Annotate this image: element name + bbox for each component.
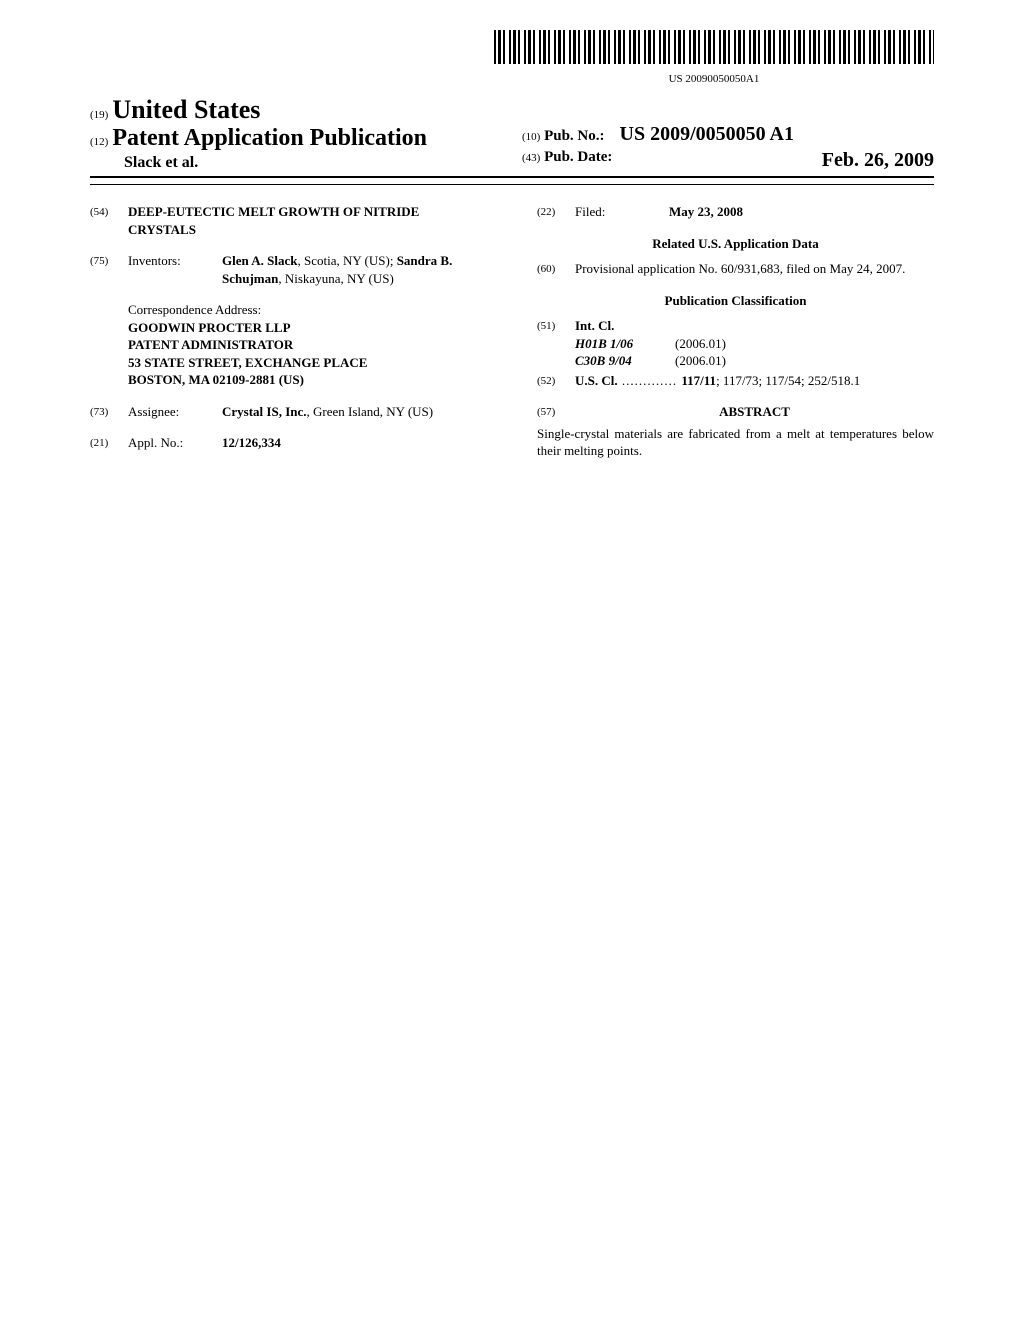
pubtype-line: (12) Patent Application Publication [90,125,502,152]
us-cl-main: 117/11 [681,373,716,388]
field-filed: (22) Filed: May 23, 2008 [537,203,934,221]
code-75: (75) [90,252,128,287]
field-title: (54) DEEP-EUTECTIC MELT GROWTH OF NITRID… [90,203,487,238]
appl-no-label: Appl. No.: [128,434,222,452]
code-21: (21) [90,434,128,452]
inventor-2-rest: , Niskayuna, NY (US) [278,271,393,286]
country-line: (19) United States [90,95,502,125]
int-cl-block: Int. Cl. H01B 1/06 (2006.01) C30B 9/04 (… [575,317,934,370]
int-cl-2-code: C30B 9/04 [575,352,675,370]
pub-date-label: Pub. Date: [544,149,612,165]
invention-title: DEEP-EUTECTIC MELT GROWTH OF NITRIDE CRY… [128,203,487,238]
us-cl-value: U.S. Cl. ............. 117/11; 117/73; 1… [575,372,934,390]
code-12: (12) [90,136,108,148]
correspondence-line-3: 53 STATE STREET, EXCHANGE PLACE [128,354,487,372]
publication-type: Patent Application Publication [112,125,427,151]
correspondence-line-2: PATENT ADMINISTRATOR [128,336,487,354]
country: United States [112,95,260,124]
int-cl-1-code: H01B 1/06 [575,335,675,353]
patent-cover-page: US 20090050050A1 (19) United States (12)… [0,0,1024,496]
field-appl-no: (21) Appl. No.: 12/126,334 [90,434,487,452]
correspondence-block: Correspondence Address: GOODWIN PROCTER … [128,301,487,389]
code-54: (54) [90,203,128,238]
code-22: (22) [537,203,575,221]
field-us-cl: (52) U.S. Cl. ............. 117/11; 117/… [537,372,934,390]
authors: Slack et al. [90,154,502,172]
assignee-name: Crystal IS, Inc. [222,404,307,419]
field-provisional: (60) Provisional application No. 60/931,… [537,260,934,278]
filed-label: Filed: [575,203,669,221]
filed-date: May 23, 2008 [669,203,934,221]
classification-heading: Publication Classification [537,292,934,310]
header-right: (10) Pub. No.: US 2009/0050050 A1 (43) P… [502,123,934,172]
body-columns: (54) DEEP-EUTECTIC MELT GROWTH OF NITRID… [90,203,934,466]
header: (19) United States (12) Patent Applicati… [90,95,934,178]
code-52: (52) [537,372,575,390]
int-cl-1-ver: (2006.01) [675,335,726,353]
abstract-label: ABSTRACT [575,403,934,421]
int-cl-row-2: C30B 9/04 (2006.01) [575,352,934,370]
pub-date: Feb. 26, 2009 [822,149,934,172]
us-cl-label: U.S. Cl. [575,373,618,388]
pub-date-line: (43) Pub. Date: Feb. 26, 2009 [522,149,934,166]
field-int-cl: (51) Int. Cl. H01B 1/06 (2006.01) C30B 9… [537,317,934,370]
inventor-1-name: Glen A. Slack [222,253,298,268]
inventors-value: Glen A. Slack, Scotia, NY (US); Sandra B… [222,252,487,287]
barcode-block: US 20090050050A1 [90,30,934,87]
assignee-value: Crystal IS, Inc., Green Island, NY (US) [222,403,487,421]
code-73: (73) [90,403,128,421]
inventor-1-rest: , Scotia, NY (US); [298,253,394,268]
right-column: (22) Filed: May 23, 2008 Related U.S. Ap… [512,203,934,466]
barcode-number: US 20090050050A1 [494,73,934,85]
appl-no: 12/126,334 [222,434,487,452]
inventors-label: Inventors: [128,252,222,287]
int-cl-label: Int. Cl. [575,317,934,335]
pub-no: US 2009/0050050 A1 [620,123,794,145]
code-57: (57) [537,403,575,421]
field-inventors: (75) Inventors: Glen A. Slack, Scotia, N… [90,252,487,287]
field-abstract-head: (57) ABSTRACT [537,403,934,421]
code-60: (60) [537,260,575,278]
related-heading: Related U.S. Application Data [537,235,934,253]
int-cl-row-1: H01B 1/06 (2006.01) [575,335,934,353]
correspondence-line-1: GOODWIN PROCTER LLP [128,319,487,337]
code-10: (10) [522,131,540,143]
provisional-text: Provisional application No. 60/931,683, … [575,260,934,278]
abstract-text: Single-crystal materials are fabricated … [537,425,934,460]
pub-no-line: (10) Pub. No.: US 2009/0050050 A1 [522,123,934,146]
correspondence-line-4: BOSTON, MA 02109-2881 (US) [128,371,487,389]
correspondence-label: Correspondence Address: [128,301,487,319]
int-cl-2-ver: (2006.01) [675,352,726,370]
left-column: (54) DEEP-EUTECTIC MELT GROWTH OF NITRID… [90,203,512,466]
header-rule [90,184,934,185]
code-43: (43) [522,152,540,164]
code-19: (19) [90,109,108,121]
pub-no-label: Pub. No.: [544,128,604,144]
header-left: (19) United States (12) Patent Applicati… [90,95,502,172]
barcode-graphic [494,30,934,64]
assignee-rest: , Green Island, NY (US) [307,404,434,419]
us-cl-dots: ............. [618,373,682,388]
field-assignee: (73) Assignee: Crystal IS, Inc., Green I… [90,403,487,421]
code-51: (51) [537,317,575,370]
assignee-label: Assignee: [128,403,222,421]
us-cl-rest: ; 117/73; 117/54; 252/518.1 [716,373,860,388]
